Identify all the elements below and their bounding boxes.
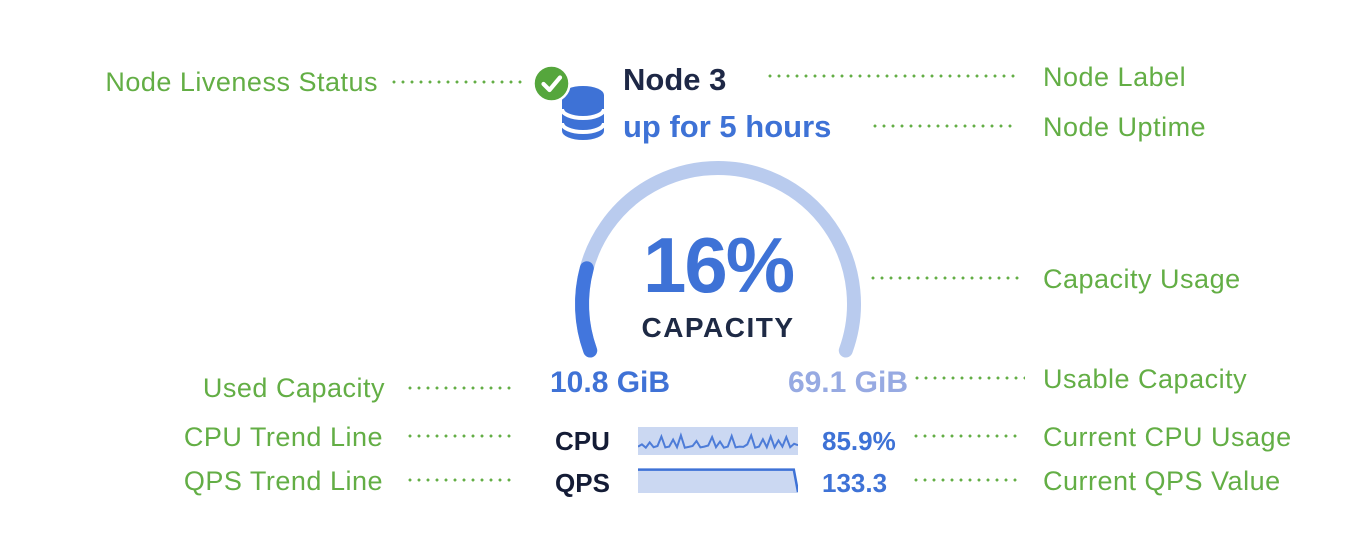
leader-line-current-qps bbox=[914, 478, 1020, 482]
annotation-node-liveness-status: Node Liveness Status bbox=[105, 67, 378, 97]
qps-trend-sparkline bbox=[638, 467, 800, 493]
cpu-label: CPU bbox=[555, 426, 610, 456]
annotation-qps-trend-line: QPS Trend Line bbox=[183, 466, 383, 496]
capacity-usage-percent: 16% bbox=[642, 221, 795, 309]
annotation-node-uptime: Node Uptime bbox=[1043, 112, 1207, 142]
leader-line-qps-trend bbox=[408, 478, 512, 482]
leader-line-capacity-usage bbox=[871, 276, 1020, 280]
qps-current-value: 133.3 bbox=[822, 468, 888, 498]
capacity-values-row: 10.8 GiB 69.1 GiB bbox=[550, 366, 908, 400]
capacity-gauge bbox=[575, 160, 861, 358]
capacity-caption: CAPACITY bbox=[641, 312, 795, 343]
annotation-used-capacity: Used Capacity bbox=[202, 373, 385, 403]
leader-line-usable-capacity bbox=[915, 376, 1025, 380]
leader-line-node-uptime bbox=[873, 124, 1015, 128]
database-icon bbox=[560, 86, 606, 140]
qps-label: QPS bbox=[555, 468, 610, 498]
annotation-usable-capacity: Usable Capacity bbox=[1043, 364, 1248, 394]
cpu-current-value: 85.9% bbox=[822, 426, 896, 456]
annotation-current-cpu-usage: Current CPU Usage bbox=[1043, 422, 1292, 452]
annotation-cpu-trend-line: CPU Trend Line bbox=[183, 422, 383, 452]
annotation-current-qps-value: Current QPS Value bbox=[1043, 466, 1281, 496]
cpu-trend-sparkline bbox=[637, 427, 799, 455]
leader-line-node-label bbox=[768, 74, 1020, 78]
leader-line-node-liveness bbox=[392, 80, 524, 84]
annotation-node-label: Node Label bbox=[1043, 62, 1187, 92]
check-circle-icon bbox=[532, 64, 571, 103]
leader-line-current-cpu bbox=[914, 434, 1020, 438]
used-capacity-value: 10.8 GiB bbox=[550, 366, 671, 399]
annotation-capacity-usage: Capacity Usage bbox=[1043, 264, 1241, 294]
leader-line-used-capacity bbox=[408, 386, 512, 390]
node-uptime: up for 5 hours bbox=[623, 109, 832, 144]
node-label: Node 3 bbox=[623, 62, 727, 97]
usable-capacity-value: 69.1 GiB bbox=[787, 366, 908, 399]
leader-line-cpu-trend bbox=[408, 434, 512, 438]
